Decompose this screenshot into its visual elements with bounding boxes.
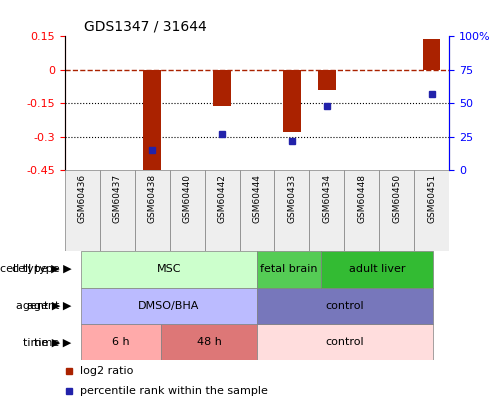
Text: GSM60442: GSM60442 bbox=[218, 174, 227, 223]
Bar bbox=[161, 324, 257, 360]
Text: control: control bbox=[326, 337, 364, 347]
Text: 6 h: 6 h bbox=[112, 337, 130, 347]
Text: agent ▶: agent ▶ bbox=[27, 301, 71, 311]
Text: time ▶: time ▶ bbox=[22, 337, 60, 347]
Text: adult liver: adult liver bbox=[349, 264, 405, 274]
Bar bbox=[81, 251, 257, 288]
Bar bbox=[240, 170, 274, 251]
Bar bbox=[170, 170, 205, 251]
Text: GSM60437: GSM60437 bbox=[113, 174, 122, 223]
Text: GSM60448: GSM60448 bbox=[357, 174, 366, 223]
Bar bbox=[257, 251, 321, 288]
Text: percentile rank within the sample: percentile rank within the sample bbox=[80, 386, 268, 396]
Text: GSM60440: GSM60440 bbox=[183, 174, 192, 223]
Text: agent ▶: agent ▶ bbox=[15, 301, 60, 311]
Text: control: control bbox=[326, 301, 364, 311]
Bar bbox=[81, 324, 161, 360]
Bar bbox=[257, 324, 433, 360]
Bar bbox=[321, 251, 433, 288]
Bar bbox=[309, 170, 344, 251]
Text: GDS1347 / 31644: GDS1347 / 31644 bbox=[84, 20, 207, 34]
Text: time ▶: time ▶ bbox=[34, 337, 71, 347]
Bar bbox=[100, 170, 135, 251]
Bar bbox=[283, 70, 300, 132]
Bar bbox=[414, 170, 449, 251]
Bar bbox=[318, 70, 335, 90]
Text: GSM60434: GSM60434 bbox=[322, 174, 331, 223]
Text: GSM60451: GSM60451 bbox=[427, 174, 436, 223]
Text: cell type ▶: cell type ▶ bbox=[0, 264, 60, 274]
Bar bbox=[257, 288, 433, 324]
Bar bbox=[81, 288, 257, 324]
Text: fetal brain: fetal brain bbox=[260, 264, 318, 274]
Bar bbox=[205, 170, 240, 251]
Text: GSM60436: GSM60436 bbox=[78, 174, 87, 223]
Bar bbox=[274, 170, 309, 251]
Text: GSM60438: GSM60438 bbox=[148, 174, 157, 223]
Text: DMSO/BHA: DMSO/BHA bbox=[138, 301, 200, 311]
Bar bbox=[344, 170, 379, 251]
Text: GSM60450: GSM60450 bbox=[392, 174, 401, 223]
Text: cell type ▶: cell type ▶ bbox=[11, 264, 71, 274]
Text: GSM60433: GSM60433 bbox=[287, 174, 296, 223]
Bar bbox=[135, 170, 170, 251]
Bar bbox=[214, 70, 231, 105]
Bar bbox=[423, 38, 440, 70]
Text: MSC: MSC bbox=[157, 264, 181, 274]
Text: GSM60444: GSM60444 bbox=[252, 174, 261, 223]
Bar bbox=[65, 170, 100, 251]
Text: 48 h: 48 h bbox=[197, 337, 222, 347]
Text: log2 ratio: log2 ratio bbox=[80, 366, 134, 375]
Bar bbox=[144, 70, 161, 172]
Bar bbox=[379, 170, 414, 251]
